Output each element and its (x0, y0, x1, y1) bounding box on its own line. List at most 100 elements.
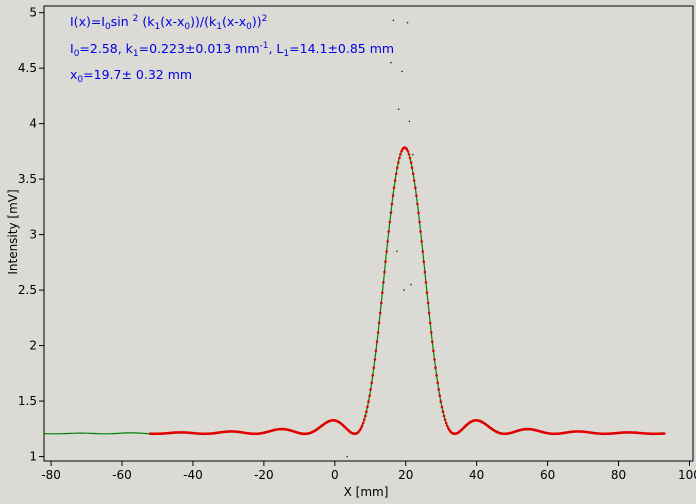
fit-point (424, 281, 428, 284)
fit-point (431, 340, 434, 344)
fit-point (397, 161, 400, 164)
fit-point (437, 388, 441, 391)
fit-point (445, 424, 449, 428)
fit-point (370, 381, 374, 385)
fit-point (435, 374, 438, 377)
fit-point (422, 260, 426, 264)
y-tick-label: 2.5 (18, 283, 37, 297)
fit-point (371, 374, 375, 377)
y-tick-label: 3.5 (18, 172, 37, 186)
fit-point (387, 230, 391, 233)
fit-point (439, 400, 443, 403)
fit-point (378, 311, 382, 315)
x-tick-label: -20 (254, 468, 274, 482)
y-tick-label: 3 (29, 228, 37, 242)
x-tick-label: -40 (183, 468, 203, 482)
fit-point (432, 349, 435, 353)
y-tick-label: 5 (29, 6, 37, 20)
x-tick-label: 40 (469, 468, 484, 482)
fit-point (405, 147, 409, 151)
fit-point (367, 400, 370, 403)
x-axis: -80 -60 -40 -20 0 20 40 60 80 100 (41, 461, 696, 482)
fit-point (393, 179, 397, 182)
series-fit (149, 146, 666, 436)
fit-point (428, 321, 432, 325)
fit-point (388, 220, 392, 224)
fit-point (400, 150, 403, 153)
fit-point (392, 186, 396, 189)
fit-point (426, 301, 430, 305)
fit-point (440, 405, 444, 409)
fit-point (369, 388, 372, 391)
fit-point (420, 240, 424, 243)
fit-point (381, 291, 384, 295)
fit-point (375, 340, 379, 344)
fit-point (386, 240, 390, 243)
fit-point (390, 202, 394, 206)
fit-point (442, 414, 446, 418)
x-tick-label: 0 (331, 468, 339, 482)
noise-point (392, 19, 395, 22)
fit-point (385, 250, 388, 253)
fit-point (394, 172, 398, 176)
fit-point (419, 230, 422, 233)
noise-point (397, 108, 400, 111)
x-tick-label: 80 (611, 468, 626, 482)
fit-point (433, 358, 436, 361)
x-tick-label: 100 (678, 468, 696, 482)
fit-point (416, 202, 419, 206)
x-tick-label: 60 (540, 468, 555, 482)
fit-point (444, 421, 448, 425)
fit-point (384, 260, 387, 264)
fit-point (409, 161, 413, 164)
fit-point (414, 186, 417, 189)
fit-point (377, 321, 381, 325)
fit-point (359, 426, 363, 430)
fit-point (441, 410, 445, 414)
y-tick-label: 2 (29, 339, 37, 353)
fit-point (407, 153, 411, 156)
fit-point (427, 311, 431, 315)
fit-point (418, 220, 421, 224)
noise-point (346, 455, 349, 458)
fit-point (443, 418, 447, 422)
y-axis-label: Intensity [mV] (6, 189, 20, 274)
fit-point (373, 358, 377, 361)
fit-point (663, 432, 666, 435)
x-tick-label: -60 (112, 468, 132, 482)
fit-point (358, 428, 362, 432)
fit-parameters-annotation: I0=2.58, k1=0.223±0.013 mm-1, L1=14.1±0.… (70, 41, 395, 59)
fit-point (436, 381, 440, 385)
y-tick-label: 4.5 (18, 61, 37, 75)
x-tick-label: -80 (41, 468, 61, 482)
fit-point (415, 194, 418, 197)
x0-annotation: x0=19.7± 0.32 mm (70, 67, 193, 85)
fit-point (438, 394, 442, 398)
noise-point (406, 21, 409, 24)
noise-point (390, 61, 392, 64)
fit-point (447, 426, 450, 430)
fit-point (434, 366, 437, 370)
data-layer (44, 19, 666, 458)
fit-point (408, 156, 412, 160)
y-tick-label: 1 (29, 450, 37, 464)
fit-point (382, 281, 385, 284)
fit-point (380, 301, 383, 305)
noise-point (410, 283, 412, 286)
fit-point (430, 331, 433, 334)
fit-point (374, 349, 378, 353)
fit-point (411, 172, 415, 176)
fit-point (366, 405, 369, 409)
fit-point (365, 410, 368, 414)
noise-point (412, 153, 414, 156)
fit-point (399, 153, 402, 156)
noise-point (408, 120, 411, 123)
fit-point (362, 418, 366, 422)
fit-point (376, 331, 380, 334)
fit-point (425, 291, 429, 295)
fit-point (417, 211, 420, 215)
fit-point (421, 250, 425, 253)
y-tick-label: 4 (29, 117, 37, 131)
y-axis: 1 1.5 2 2.5 3 3.5 4 4.5 5 (18, 6, 44, 464)
